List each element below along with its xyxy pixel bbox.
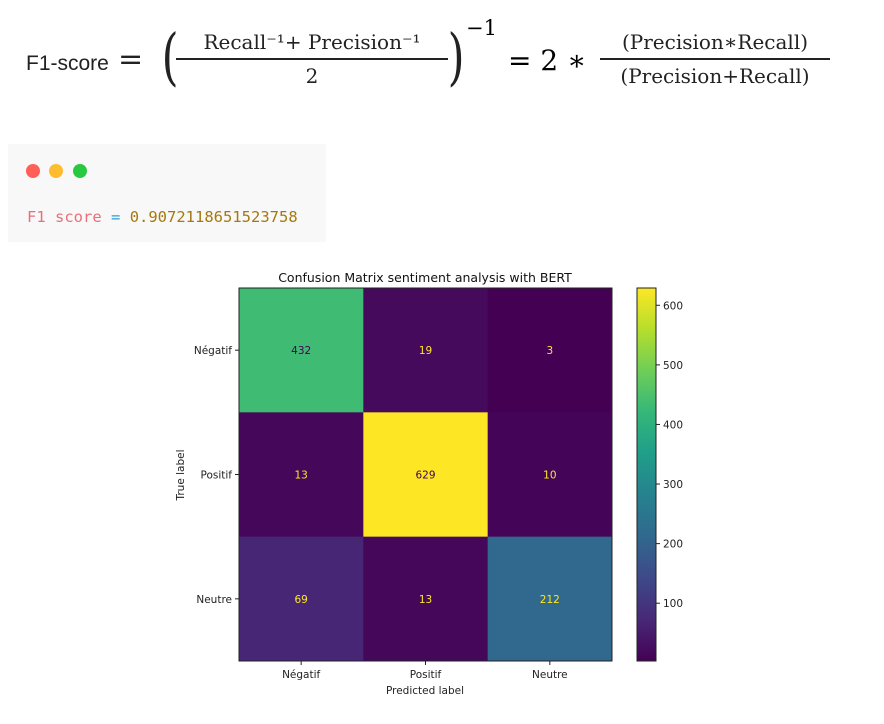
colorbar-tick-label: 500 [663, 360, 683, 372]
formula-right-prefix: = 2 ∗ [508, 44, 587, 77]
cell-value: 212 [540, 594, 560, 606]
formula-exponent: −1 [466, 16, 497, 40]
matrix-cell [239, 536, 364, 662]
matrix-cell [487, 288, 613, 413]
colorbar-tick-label: 400 [663, 419, 683, 431]
cell-value: 13 [419, 594, 432, 606]
matrix-cell [487, 412, 613, 538]
f1-formula: F1-score = ( Recall⁻¹+ Precision⁻¹ 2 ) −… [26, 16, 866, 102]
matrix-cell [363, 412, 489, 538]
cell-value: 19 [419, 345, 432, 357]
x-tick-label: Négatif [282, 669, 320, 681]
chart-title: Confusion Matrix sentiment analysis with… [278, 270, 572, 285]
harmonic-numerator: Recall⁻¹+ Precision⁻¹ [203, 30, 421, 54]
formula-label: F1-score [26, 52, 109, 75]
colorbar [636, 287, 657, 662]
cell-value: 10 [543, 470, 556, 482]
matrix-cell [487, 536, 613, 662]
cell-value: 13 [294, 470, 307, 482]
x-tick-label: Positif [410, 669, 442, 681]
x-axis-label: Predicted label [386, 685, 464, 697]
y-tick-label: Négatif [194, 345, 232, 357]
y-tick-label: Positif [201, 470, 233, 482]
code-value: 0.9072118651523758 [129, 208, 298, 226]
harmonic-fraction: Recall⁻¹+ Precision⁻¹ 2 [176, 30, 448, 88]
close-dot-icon [26, 164, 40, 178]
product-denominator: (Precision+Recall) [620, 64, 810, 88]
cell-value: 3 [546, 345, 553, 357]
code-variable: F1 score [27, 208, 102, 226]
product-numerator: (Precision∗Recall) [621, 30, 809, 54]
matrix-cell [239, 288, 364, 413]
fraction-bar [600, 58, 830, 60]
colorbar-tick-label: 100 [663, 598, 683, 610]
minimize-dot-icon [49, 164, 63, 178]
fraction-bar [176, 58, 448, 60]
product-fraction: (Precision∗Recall) (Precision+Recall) [600, 30, 830, 88]
harmonic-denominator: 2 [305, 64, 319, 88]
y-tick-label: Neutre [196, 594, 232, 606]
x-tick-label: Neutre [532, 669, 568, 681]
matrix-cell [363, 536, 489, 662]
matrix-cell [239, 412, 364, 538]
colorbar-tick-label: 600 [663, 300, 683, 312]
colorbar-tick-label: 200 [663, 539, 683, 551]
cell-value: 432 [291, 345, 311, 357]
code-operator: = [111, 208, 121, 226]
code-window: F1 score = 0.9072118651523758 [8, 144, 326, 242]
right-paren: ) [447, 20, 465, 93]
code-line: F1 score = 0.9072118651523758 [27, 208, 298, 226]
matrix-cell [363, 288, 489, 413]
colorbar-tick-label: 300 [663, 479, 683, 491]
y-axis-label: True label [175, 449, 187, 501]
left-paren: ( [161, 20, 179, 93]
cell-value: 629 [415, 470, 435, 482]
maximize-dot-icon [73, 164, 87, 178]
formula-equals: = [118, 42, 144, 77]
cell-value: 69 [294, 594, 307, 606]
